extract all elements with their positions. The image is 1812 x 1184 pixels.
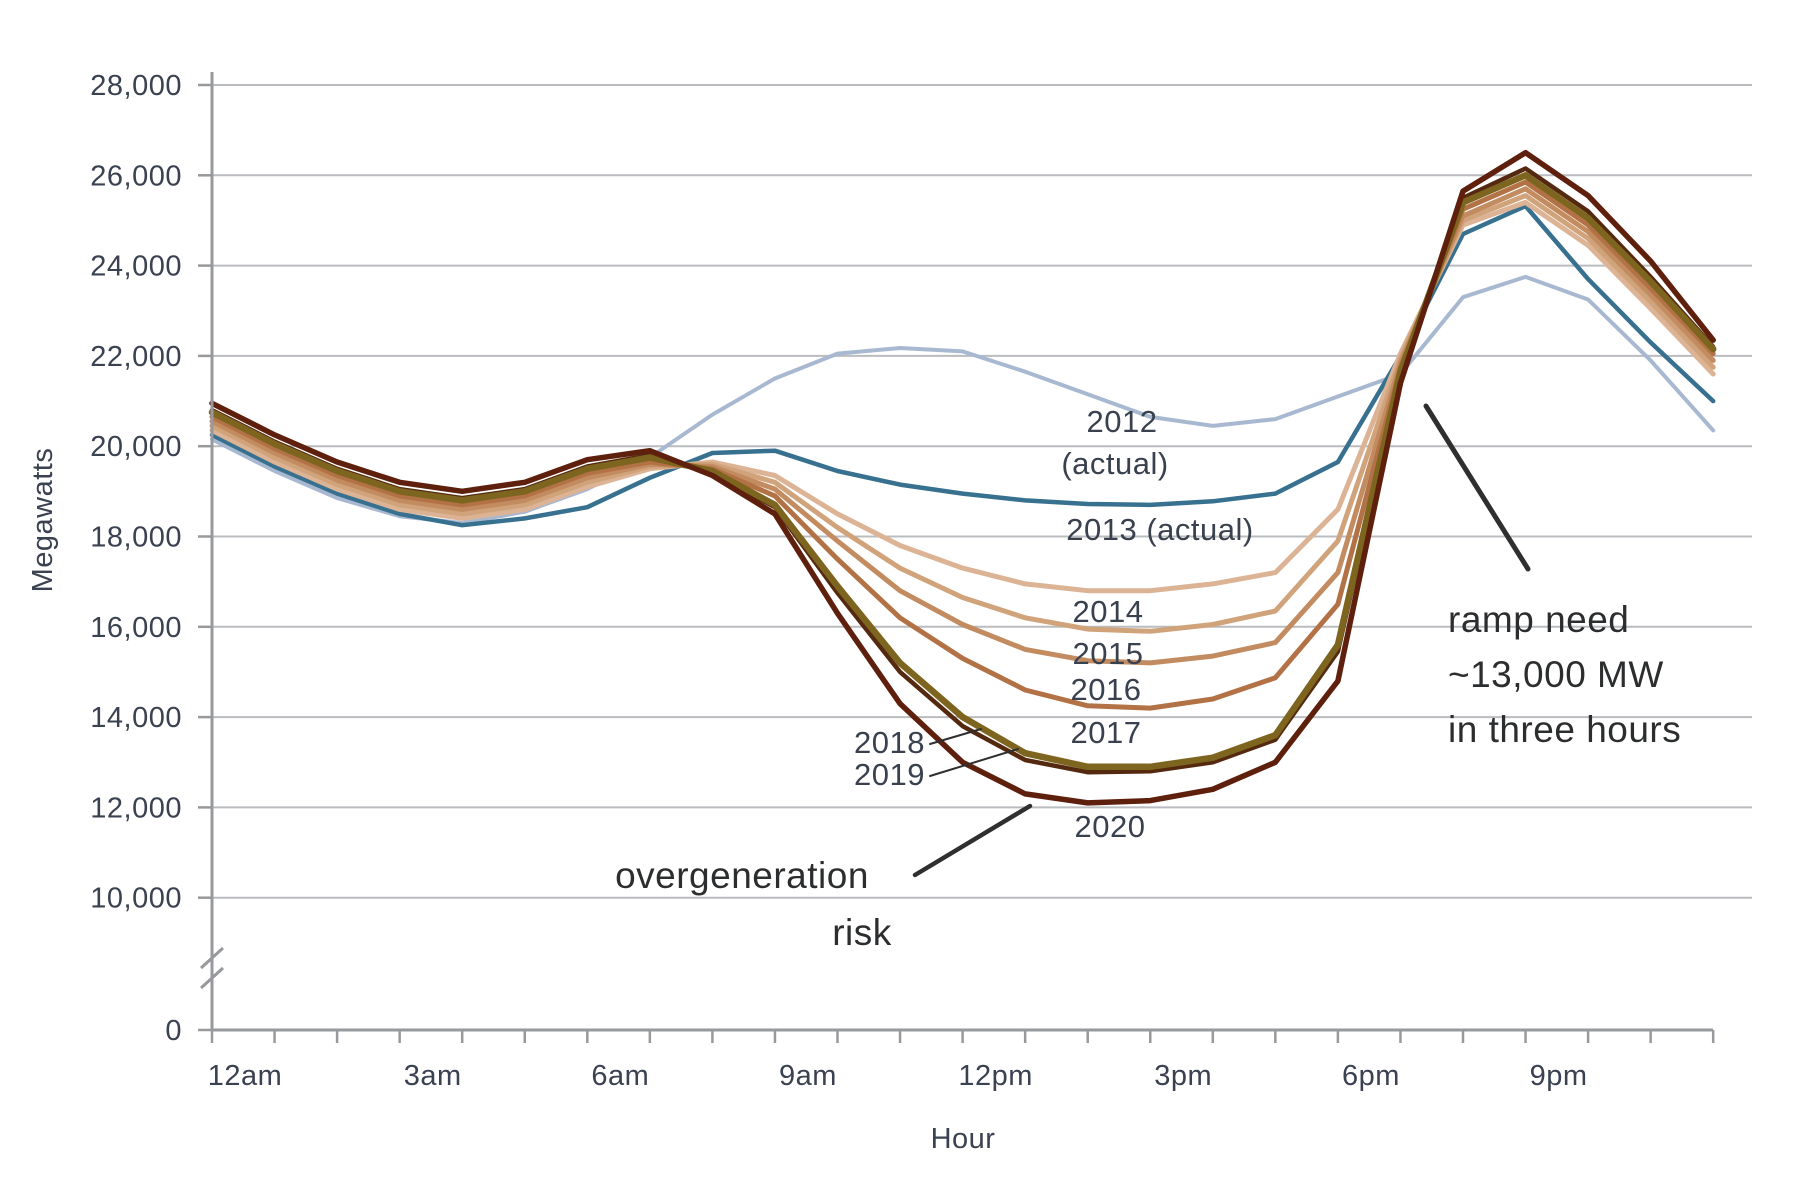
x-tick-label-6am: 6am [591,1060,649,1092]
y-zero-label: 0 [165,1015,182,1047]
series-label-2019: 2019 [854,757,925,792]
x-tick-label-9am: 9am [779,1060,837,1092]
series-label-2017: 2017 [1071,715,1142,750]
series-label-2020: 2020 [1075,809,1146,844]
series-line-2016 [209,186,1716,666]
y-tick-label: 12,000 [90,792,182,824]
axes [198,72,1715,1043]
series-label-2014: 2014 [1073,594,1144,629]
ramp-annotation-line3: in three hours [1448,709,1681,750]
ramp-annotation-line1: ramp need [1448,599,1629,640]
annotation-leader-line [1423,403,1531,572]
leader-lines [912,403,1531,878]
axis-break-mark [199,966,225,990]
y-tick-label: 24,000 [90,251,182,283]
tick-labels: 28,000 26,000 24,000 22,000 20,000 18,000 16,0… [90,70,1587,1092]
series-label-2012: 2012 [1087,404,1158,439]
x-tick-label-3pm: 3pm [1154,1060,1212,1092]
overgeneration-annotation-line1: overgeneration [615,855,869,896]
series-label-2016: 2016 [1071,672,1142,707]
data-series-lines [208,149,1717,806]
series-label-actual: (actual) [1061,446,1168,481]
series-label-2018: 2018 [854,725,925,760]
annotation-leader-line [912,803,1033,878]
annotation-leader-line [929,748,1019,777]
annotation-leader-line [929,728,982,745]
x-axis-title: Hour [931,1123,996,1155]
y-tick-label: 26,000 [90,160,182,192]
y-tick-label: 20,000 [90,431,182,463]
y-tick-label: 28,000 [90,70,182,102]
series-label-2015: 2015 [1073,636,1144,671]
series-label-2013actual: 2013 (actual) [1066,512,1253,547]
y-tick-label: 18,000 [90,522,182,554]
series-line-2020 [209,149,1716,806]
overgeneration-annotation-line2: risk [832,912,892,953]
x-tick-label-6pm: 6pm [1342,1060,1400,1092]
series-line-2018 [208,172,1717,771]
x-tick-label-12am: 12am [208,1060,283,1092]
gridlines [212,84,1752,899]
y-tick-label: 22,000 [90,341,182,373]
axis-break-mark [199,946,225,970]
y-tick-label: 10,000 [90,883,182,915]
y-axis-title: Megawatts [27,448,59,593]
x-tick-label-9pm: 9pm [1530,1060,1588,1092]
y-tick-label: 16,000 [90,612,182,644]
y-tick-label: 14,000 [90,702,182,734]
ramp-annotation-line2: ~13,000 MW [1448,654,1664,695]
series-line-2014 [209,199,1716,594]
x-tick-label-3am: 3am [404,1060,462,1092]
x-tick-label-12pm: 12pm [958,1060,1033,1092]
series-line-2013 [209,203,1716,528]
